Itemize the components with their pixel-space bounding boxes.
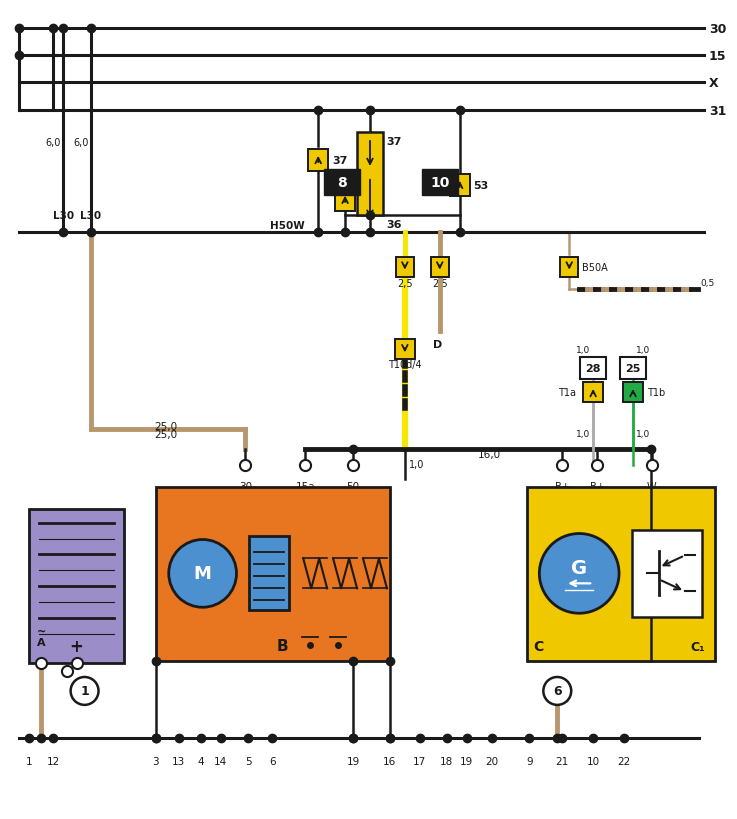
Text: 16: 16 [383,756,397,766]
Text: 19: 19 [460,756,473,766]
Text: 20: 20 [485,756,498,766]
Text: 25,0: 25,0 [154,429,178,439]
Text: 18: 18 [440,756,453,766]
Text: 6: 6 [269,756,276,766]
Text: +: + [70,637,83,655]
Text: F50Z: F50Z [441,257,451,277]
Text: 1: 1 [26,756,32,766]
Text: 4: 4 [198,756,204,766]
Text: 22: 22 [618,756,631,766]
Bar [430,257,449,277]
Bar [249,536,290,610]
Text: E50A: E50A [407,257,416,277]
Text: G: G [571,559,587,577]
Text: 1,0: 1,0 [409,459,425,469]
Text: X: X [709,77,719,89]
Text: 31: 31 [709,105,726,117]
Text: 5: 5 [245,756,252,766]
Circle shape [539,534,619,613]
Text: 2,5: 2,5 [432,279,447,289]
Circle shape [543,677,571,705]
Bar [560,257,579,277]
Text: 1,0: 1,0 [636,346,650,355]
Text: 50: 50 [346,481,360,491]
Text: T1b: T1b [647,387,666,397]
Text: C: C [534,640,544,654]
Text: 1,0: 1,0 [576,346,590,355]
Text: 25,0: 25,0 [154,422,178,432]
Bar [156,487,390,661]
Text: 30: 30 [239,481,252,491]
Text: 21: 21 [556,756,569,766]
Bar [357,133,383,215]
Text: D: D [433,340,442,350]
Bar [422,170,458,196]
Text: 13: 13 [172,756,185,766]
Bar [632,530,702,618]
Text: M: M [194,564,212,582]
Text: 25: 25 [625,364,640,373]
Text: 16,0: 16,0 [478,450,501,459]
Text: 3: 3 [153,756,159,766]
Text: 6,0: 6,0 [74,138,88,147]
Text: 10: 10 [430,175,450,190]
Text: 19: 19 [346,756,360,766]
Text: 37: 37 [386,137,402,147]
Bar [308,150,328,172]
Text: 6,0: 6,0 [46,138,61,147]
Circle shape [71,677,99,705]
Text: 28: 28 [585,364,601,373]
Text: 9: 9 [526,756,533,766]
Text: ~
A: ~ A [38,626,46,647]
Text: C₁: C₁ [690,640,705,654]
Text: L30: L30 [52,210,74,220]
Text: 2,5: 2,5 [397,279,413,289]
Bar [29,509,124,663]
Bar [324,170,360,196]
Text: B: B [277,638,289,654]
Bar [395,340,415,360]
Text: 10: 10 [587,756,600,766]
Text: 12: 12 [46,756,60,766]
Text: B50A: B50A [582,262,608,272]
Text: 39: 39 [359,196,374,206]
Bar [623,382,643,402]
Text: 15a: 15a [296,481,315,491]
Text: 1: 1 [80,685,89,698]
Text: W: W [647,481,657,491]
Text: T1a: T1a [559,387,576,397]
Bar [450,174,469,197]
Text: B+: B+ [555,481,570,491]
Bar [583,382,603,402]
Text: B+: B+ [590,481,604,491]
Circle shape [169,540,237,608]
Text: 6: 6 [553,685,562,698]
Text: 14: 14 [214,756,227,766]
Bar [528,487,715,661]
Text: 1,0: 1,0 [576,430,590,439]
Text: 36: 36 [386,219,402,229]
Text: 37: 37 [332,156,348,165]
Bar [396,257,414,277]
Text: 0,5: 0,5 [701,278,715,287]
Text: 30: 30 [709,23,726,36]
Text: T10d/4: T10d/4 [388,360,422,369]
Text: 17: 17 [413,756,427,766]
Text: L30: L30 [80,210,102,220]
Bar [335,190,355,211]
Text: 8: 8 [338,175,347,190]
Text: 1,0: 1,0 [636,430,650,439]
Bar [620,358,646,380]
Text: 53: 53 [474,181,489,191]
Text: H50W: H50W [270,220,305,230]
Bar [580,358,606,380]
Text: 15: 15 [709,50,726,63]
